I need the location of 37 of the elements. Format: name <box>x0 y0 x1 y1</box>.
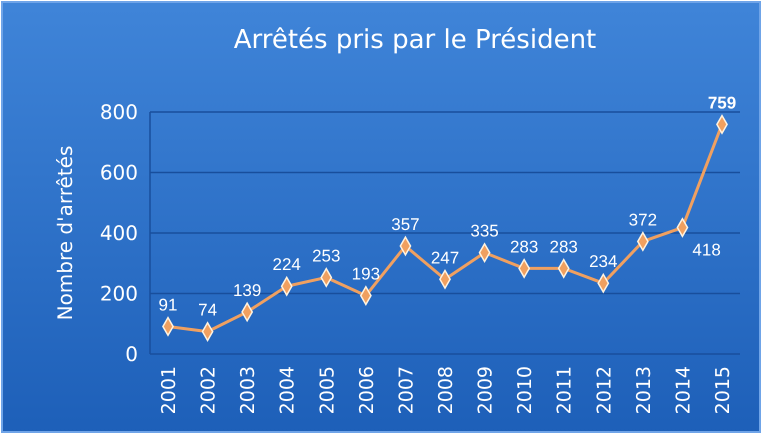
data-label: 91 <box>158 295 178 314</box>
y-tick-label: 400 <box>100 221 138 245</box>
x-tick-label: 2001 <box>158 366 180 414</box>
y-tick-label: 800 <box>100 100 138 124</box>
y-tick-label: 0 <box>125 342 138 366</box>
x-tick-label: 2002 <box>198 366 220 414</box>
y-tick-label: 600 <box>100 160 138 184</box>
x-tick-label: 2011 <box>554 366 576 414</box>
y-axis-title: Nombre d'arrêtés <box>53 146 77 320</box>
x-tick-label: 2012 <box>593 366 616 414</box>
data-label: 335 <box>470 222 499 241</box>
data-label: 418 <box>692 240 721 260</box>
x-tick-label: 2009 <box>474 366 497 414</box>
x-tick-label: 2008 <box>435 366 457 414</box>
data-label: 234 <box>589 252 618 272</box>
data-label: 283 <box>550 237 578 256</box>
x-tick-label: 2007 <box>395 366 418 414</box>
data-label: 253 <box>312 246 340 266</box>
y-tick-label: 200 <box>100 282 138 306</box>
data-label: 372 <box>628 210 658 230</box>
data-label: 283 <box>510 237 538 256</box>
x-tick-label: 2010 <box>514 366 536 414</box>
data-label: 224 <box>272 255 301 274</box>
chart-title: Arrêtés pris par le Président <box>234 25 596 55</box>
data-label: 193 <box>352 264 380 284</box>
x-tick-label: 2013 <box>632 366 655 414</box>
data-label: 247 <box>430 248 460 268</box>
data-label: 357 <box>391 215 420 234</box>
data-label: 139 <box>232 280 262 300</box>
x-tick-label: 2005 <box>316 366 338 414</box>
x-tick-label: 2003 <box>237 366 260 414</box>
x-tick-label: 2015 <box>712 366 734 414</box>
x-tick-label: 2004 <box>276 366 299 414</box>
x-tick-label: 2014 <box>672 366 694 414</box>
x-tick-label: 2006 <box>356 366 378 414</box>
data-label: 74 <box>198 300 218 320</box>
data-label: 759 <box>708 93 736 112</box>
